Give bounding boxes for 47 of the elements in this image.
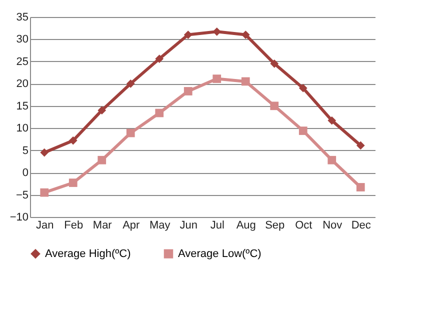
point — [126, 128, 135, 138]
x-tick-label: Dec — [351, 220, 372, 232]
x-tick-label: Feb — [64, 220, 84, 232]
x-tick-label: Jan — [36, 220, 54, 232]
y-tick-label: 15 — [16, 100, 28, 112]
point — [68, 178, 78, 187]
x-tick-label: Jun — [180, 220, 198, 232]
point — [328, 116, 336, 125]
point — [356, 183, 365, 192]
y-tick-label: 20 — [16, 78, 28, 90]
point — [212, 74, 222, 83]
x-tick-label: May — [149, 220, 171, 232]
legend-label: Average High(ºC) — [45, 248, 131, 260]
point — [68, 136, 78, 145]
y-tick-label: −5 — [16, 189, 28, 202]
y-tick-label: 5 — [22, 144, 28, 157]
point — [298, 126, 308, 135]
point — [155, 108, 164, 118]
point — [98, 106, 106, 115]
point — [155, 54, 164, 63]
point — [184, 87, 192, 96]
point — [241, 77, 250, 86]
x-tick-label: Sep — [265, 220, 285, 232]
point — [40, 188, 49, 197]
y-tick-label: −10 — [10, 212, 28, 224]
point — [184, 30, 192, 39]
point — [270, 59, 279, 68]
x-tick-label: Jul — [210, 220, 224, 232]
x-tick-label: Aug — [236, 220, 256, 232]
x-tick-label: Mar — [92, 220, 112, 232]
point — [98, 156, 106, 164]
point — [241, 30, 250, 39]
point — [126, 79, 135, 88]
y-tick-label: 35 — [16, 12, 28, 24]
x-tick-label: Apr — [122, 220, 140, 232]
point — [298, 84, 308, 92]
x-tick-label: Oct — [295, 220, 312, 232]
point — [356, 141, 365, 150]
point — [40, 148, 49, 157]
legend-label: Average Low(ºC) — [178, 248, 262, 260]
y-tick-label: 10 — [16, 122, 28, 135]
y-tick-label: 25 — [16, 56, 28, 68]
y-tick-label: 30 — [16, 34, 28, 46]
point — [328, 156, 336, 164]
y-tick-label: 0 — [22, 167, 28, 180]
point — [270, 102, 279, 110]
x-tick-label: Nov — [322, 220, 343, 232]
